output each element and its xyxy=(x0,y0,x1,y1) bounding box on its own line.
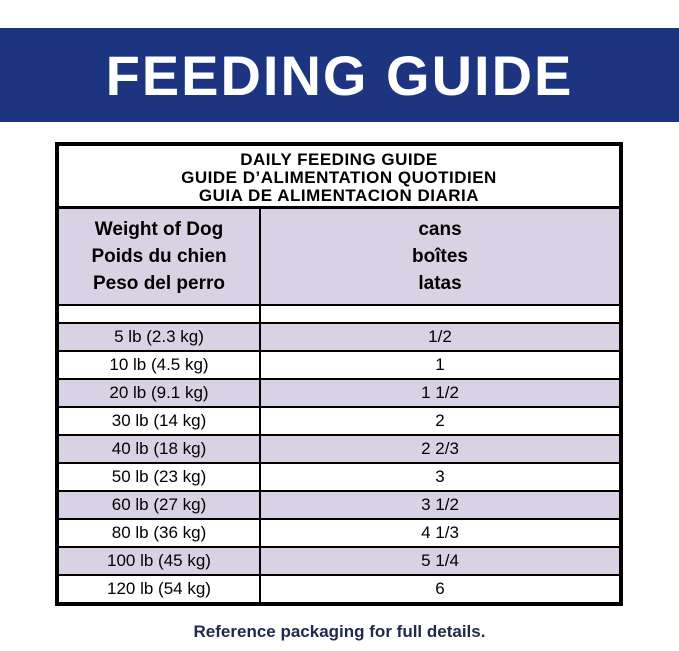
weight-header-en: Weight of Dog xyxy=(94,219,224,240)
cans-cell: 2 xyxy=(435,411,445,430)
weight-cell: 80 lb (36 kg) xyxy=(59,520,261,546)
cans-cell: 3 xyxy=(435,467,445,486)
cans-header-fr: boîtes xyxy=(412,246,468,267)
weight-column-header: Weight of Dog Poids du chien Peso del pe… xyxy=(59,209,261,304)
table-row: 120 lb (54 kg) 6 xyxy=(59,574,619,602)
cans-cell: 2 2/3 xyxy=(421,439,459,458)
cans-cell: 1 xyxy=(435,355,445,374)
weight-cell: 10 lb (4.5 kg) xyxy=(59,352,261,378)
table-row: 100 lb (45 kg) 5 1/4 xyxy=(59,546,619,574)
table-row: 30 lb (14 kg) 2 xyxy=(59,406,619,434)
cans-column-header: cans boîtes latas xyxy=(261,209,619,304)
cans-header-en: cans xyxy=(418,219,462,240)
weight-cell: 100 lb (45 kg) xyxy=(59,548,261,574)
header-body-gap xyxy=(59,306,619,322)
table-row: 50 lb (23 kg) 3 xyxy=(59,462,619,490)
table-row: 40 lb (18 kg) 2 2/3 xyxy=(59,434,619,462)
weight-cell: 30 lb (14 kg) xyxy=(59,408,261,434)
column-header-row: Weight of Dog Poids du chien Peso del pe… xyxy=(59,206,619,306)
cans-cell: 5 1/4 xyxy=(421,551,459,570)
table-row: 5 lb (2.3 kg) 1/2 xyxy=(59,322,619,350)
weight-cell: 120 lb (54 kg) xyxy=(59,576,261,602)
cans-cell: 3 1/2 xyxy=(421,495,459,514)
weight-cell: 40 lb (18 kg) xyxy=(59,436,261,462)
table-title: DAILY FEEDING GUIDE GUIDE D’ALIMENTATION… xyxy=(59,146,619,206)
cans-cell: 6 xyxy=(435,579,445,598)
cans-header-es: latas xyxy=(418,273,462,294)
table-row: 60 lb (27 kg) 3 1/2 xyxy=(59,490,619,518)
cans-cell: 1/2 xyxy=(428,327,452,346)
banner-title: FEEDING GUIDE xyxy=(105,43,574,107)
gap-left-cell xyxy=(59,306,261,322)
cans-cell: 4 1/3 xyxy=(421,523,459,542)
weight-header-es: Peso del perro xyxy=(93,273,225,294)
daily-feeding-guide-table: DAILY FEEDING GUIDE GUIDE D’ALIMENTATION… xyxy=(55,142,623,606)
table-title-line-es: GUIA DE ALIMENTACION DIARIA xyxy=(198,186,480,205)
cans-cell: 1 1/2 xyxy=(421,383,459,402)
weight-cell: 5 lb (2.3 kg) xyxy=(59,324,261,350)
table-row: 20 lb (9.1 kg) 1 1/2 xyxy=(59,378,619,406)
weight-cell: 20 lb (9.1 kg) xyxy=(59,380,261,406)
table-title-line-en: DAILY FEEDING GUIDE xyxy=(240,150,438,169)
table-title-line-fr: GUIDE D’ALIMENTATION QUOTIDIEN xyxy=(181,168,497,187)
feeding-guide-banner: FEEDING GUIDE xyxy=(0,28,679,122)
table-row: 10 lb (4.5 kg) 1 xyxy=(59,350,619,378)
gap-right-cell xyxy=(261,306,619,322)
weight-cell: 50 lb (23 kg) xyxy=(59,464,261,490)
footer-note: Reference packaging for full details. xyxy=(193,622,486,641)
table-row: 80 lb (36 kg) 4 1/3 xyxy=(59,518,619,546)
weight-cell: 60 lb (27 kg) xyxy=(59,492,261,518)
weight-header-fr: Poids du chien xyxy=(91,246,227,267)
